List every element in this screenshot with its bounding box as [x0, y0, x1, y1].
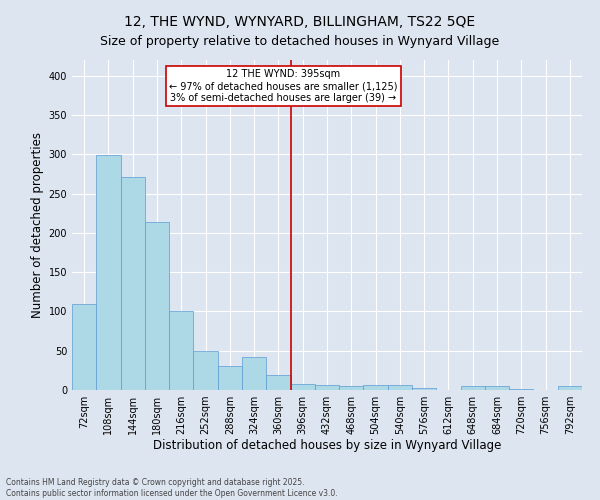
- X-axis label: Distribution of detached houses by size in Wynyard Village: Distribution of detached houses by size …: [153, 438, 501, 452]
- Bar: [169, 310, 193, 390]
- Text: 12, THE WYND, WYNYARD, BILLINGHAM, TS22 5QE: 12, THE WYND, WYNYARD, BILLINGHAM, TS22 …: [124, 15, 476, 29]
- Bar: [339, 386, 364, 390]
- Bar: [121, 177, 145, 390]
- Bar: [509, 389, 533, 390]
- Bar: [364, 384, 388, 390]
- Text: Size of property relative to detached houses in Wynyard Village: Size of property relative to detached ho…: [100, 35, 500, 48]
- Bar: [388, 384, 412, 390]
- Bar: [558, 386, 582, 390]
- Bar: [218, 366, 242, 390]
- Text: Contains HM Land Registry data © Crown copyright and database right 2025.
Contai: Contains HM Land Registry data © Crown c…: [6, 478, 338, 498]
- Bar: [412, 388, 436, 390]
- Bar: [315, 386, 339, 390]
- Bar: [290, 384, 315, 390]
- Bar: [485, 386, 509, 390]
- Bar: [461, 386, 485, 390]
- Text: 12 THE WYND: 395sqm
← 97% of detached houses are smaller (1,125)
3% of semi-deta: 12 THE WYND: 395sqm ← 97% of detached ho…: [169, 70, 398, 102]
- Bar: [72, 304, 96, 390]
- Bar: [145, 222, 169, 390]
- Bar: [193, 350, 218, 390]
- Bar: [242, 357, 266, 390]
- Bar: [266, 375, 290, 390]
- Bar: [96, 155, 121, 390]
- Y-axis label: Number of detached properties: Number of detached properties: [31, 132, 44, 318]
